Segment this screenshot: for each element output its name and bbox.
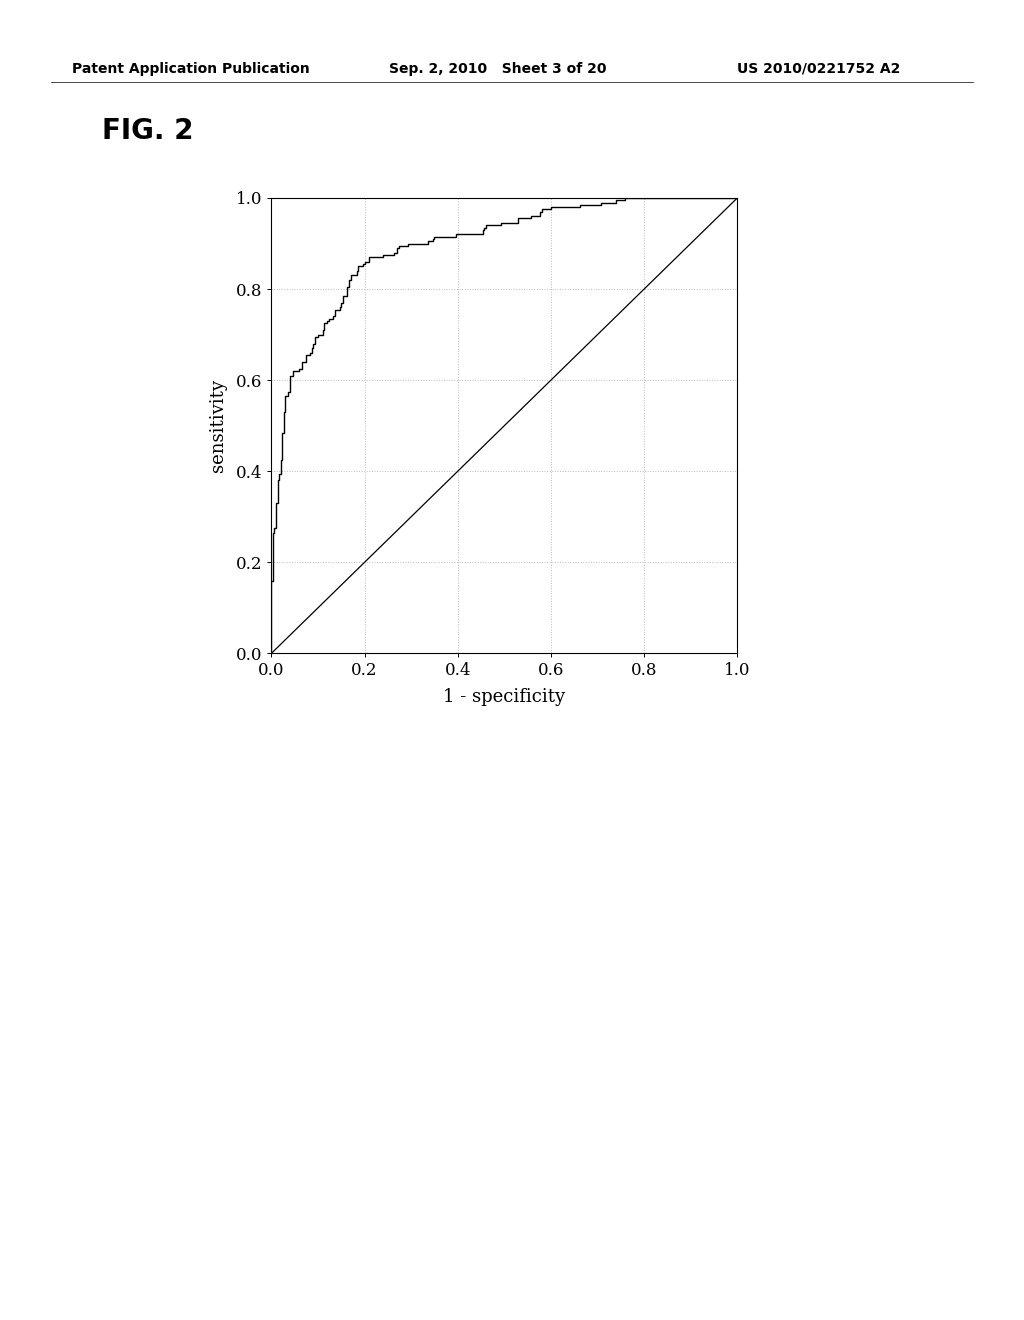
X-axis label: 1 - specificity: 1 - specificity [443, 688, 565, 706]
Text: FIG. 2: FIG. 2 [102, 116, 194, 145]
Text: Sep. 2, 2010   Sheet 3 of 20: Sep. 2, 2010 Sheet 3 of 20 [389, 62, 606, 75]
Text: US 2010/0221752 A2: US 2010/0221752 A2 [737, 62, 901, 75]
Y-axis label: sensitivity: sensitivity [210, 379, 227, 473]
Text: Patent Application Publication: Patent Application Publication [72, 62, 309, 75]
